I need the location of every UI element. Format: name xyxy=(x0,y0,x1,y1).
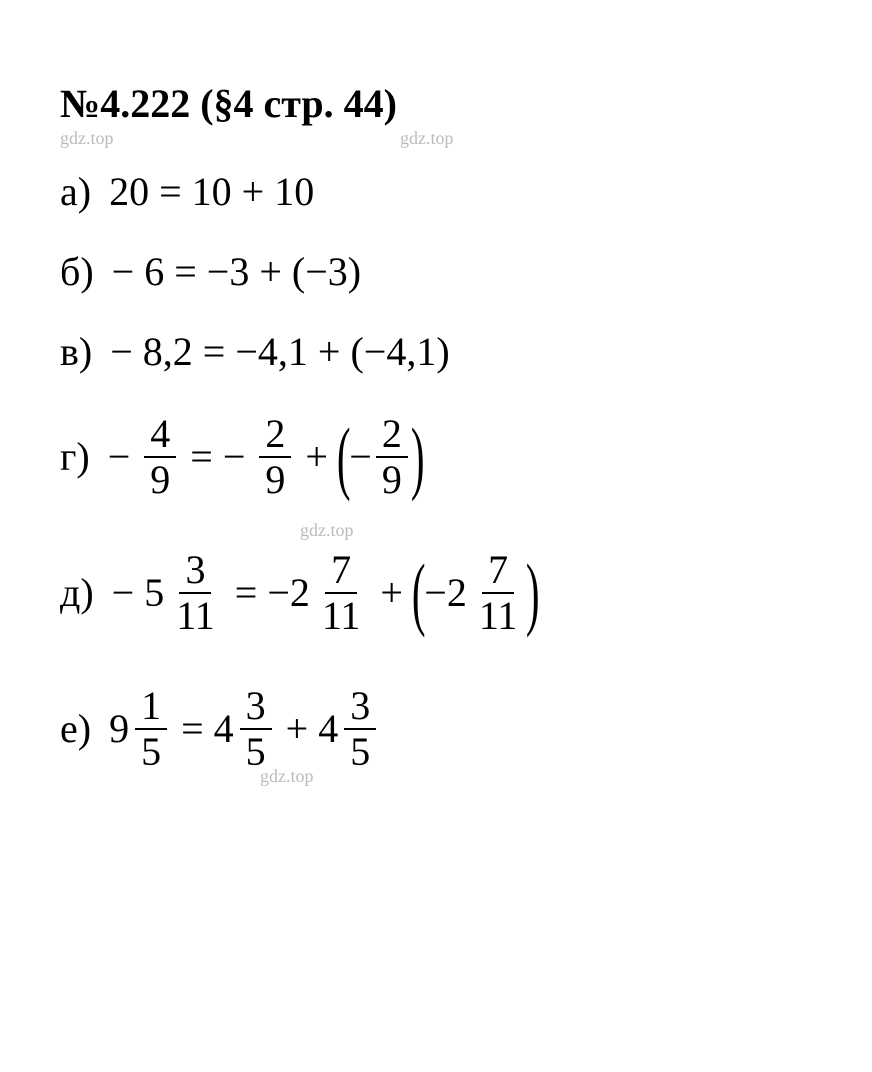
fraction: 3 5 xyxy=(240,684,272,774)
numerator: 2 xyxy=(259,412,291,458)
equation-c: в) − 8,2 = −4,1 + (−4,1) xyxy=(60,332,812,372)
numerator: 3 xyxy=(240,684,272,730)
mixed-number: 2 7 11 xyxy=(290,548,371,638)
equation-d: г) − 4 9 = − 2 9 + ( − 2 9 ) xyxy=(60,412,812,502)
fraction: 3 11 xyxy=(170,548,221,638)
whole-part: 4 xyxy=(214,709,234,749)
fraction: 7 11 xyxy=(316,548,367,638)
left-paren: ( xyxy=(412,564,426,621)
numerator: 2 xyxy=(376,412,408,458)
watermark: gdz.top xyxy=(300,520,354,541)
mixed-number: 4 3 5 xyxy=(214,684,276,774)
whole-part: 4 xyxy=(318,709,338,749)
plus-sign: + xyxy=(276,709,319,749)
numerator: 7 xyxy=(482,548,514,594)
equation-label: в) xyxy=(60,332,92,372)
minus-sign: − xyxy=(267,573,290,613)
denominator: 9 xyxy=(376,458,408,502)
whole-part: 9 xyxy=(109,709,129,749)
watermark: gdz.top xyxy=(260,766,314,787)
plus-sign: + xyxy=(295,437,338,477)
numerator: 4 xyxy=(144,412,176,458)
equals-sign: = xyxy=(171,709,214,749)
equation-f: е) 9 1 5 = 4 3 5 + 4 3 5 xyxy=(60,684,812,774)
equation-b: б) − 6 = −3 + (−3) xyxy=(60,252,812,292)
right-paren: ) xyxy=(526,564,540,621)
equals-sign: = xyxy=(225,573,268,613)
minus-sign: − xyxy=(102,573,145,613)
equation-expression: − 6 = −3 + (−3) xyxy=(102,252,361,292)
equation-label: е) xyxy=(60,709,91,749)
minus-sign: − xyxy=(223,437,256,477)
equation-e: д) − 5 3 11 = − 2 7 11 + ( − 2 7 11 ) xyxy=(60,548,812,638)
denominator: 5 xyxy=(135,730,167,774)
equation-expression: − 8,2 = −4,1 + (−4,1) xyxy=(100,332,449,372)
right-paren: ) xyxy=(411,428,425,485)
fraction: 2 9 xyxy=(259,412,291,502)
numerator: 1 xyxy=(135,684,167,730)
whole-part: 5 xyxy=(144,573,164,613)
watermark: gdz.top xyxy=(400,128,454,149)
equation-expression: 20 = 10 + 10 xyxy=(99,172,314,212)
fraction: 2 9 xyxy=(376,412,408,502)
plus-sign: + xyxy=(370,573,413,613)
equation-label: д) xyxy=(60,573,94,613)
equation-a: а) 20 = 10 + 10 xyxy=(60,172,812,212)
whole-part: 2 xyxy=(290,573,310,613)
denominator: 11 xyxy=(316,594,367,638)
equation-label: б) xyxy=(60,252,94,292)
numerator: 7 xyxy=(325,548,357,594)
numerator: 3 xyxy=(344,684,376,730)
numerator: 3 xyxy=(179,548,211,594)
denominator: 5 xyxy=(344,730,376,774)
denominator: 11 xyxy=(473,594,524,638)
equation-label: а) xyxy=(60,172,91,212)
space xyxy=(99,709,109,749)
denominator: 9 xyxy=(259,458,291,502)
fraction: 1 5 xyxy=(135,684,167,774)
denominator: 11 xyxy=(170,594,221,638)
whole-part: 2 xyxy=(447,573,467,613)
mixed-number: 2 7 11 xyxy=(447,548,528,638)
mixed-number: 5 3 11 xyxy=(144,548,225,638)
minus-sign: − xyxy=(349,437,372,477)
equals-sign: = xyxy=(180,437,223,477)
denominator: 9 xyxy=(144,458,176,502)
minus-sign: − xyxy=(98,437,141,477)
fraction: 4 9 xyxy=(144,412,176,502)
exercise-title: №4.222 (§4 стр. 44) xyxy=(60,80,812,127)
left-paren: ( xyxy=(337,428,351,485)
fraction: 3 5 xyxy=(344,684,376,774)
mixed-number: 4 3 5 xyxy=(318,684,380,774)
fraction: 7 11 xyxy=(473,548,524,638)
equation-label: г) xyxy=(60,437,90,477)
minus-sign: − xyxy=(424,573,447,613)
mixed-number: 9 1 5 xyxy=(109,684,171,774)
watermark: gdz.top xyxy=(60,128,114,149)
